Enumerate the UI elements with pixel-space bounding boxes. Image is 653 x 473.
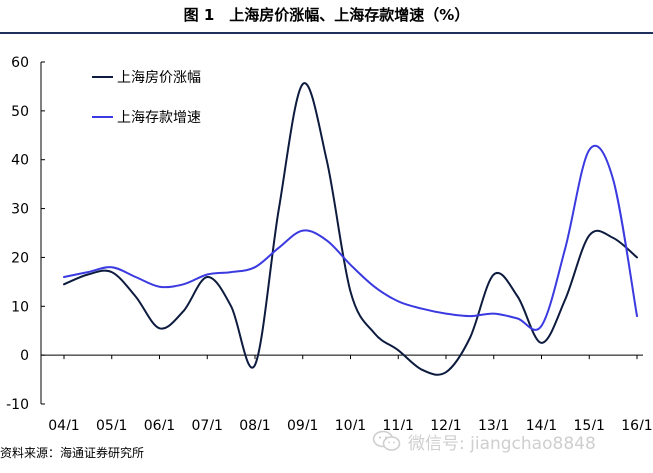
y-tick-label: -10 xyxy=(6,397,29,413)
x-tick-label: 06/1 xyxy=(144,418,175,430)
legend-label: 上海房价涨幅 xyxy=(117,70,201,86)
chart-title: 图 1 上海房价涨幅、上海存款增速（%） xyxy=(183,6,470,24)
y-tick-label: 40 xyxy=(11,153,29,169)
x-tick-label: 15/1 xyxy=(574,418,605,430)
house-price-growth-line xyxy=(63,82,638,376)
watermark: 微信号: jiangchao8848 xyxy=(372,429,596,454)
watermark-text: 微信号: jiangchao8848 xyxy=(408,433,596,454)
legend-label: 上海存款增速 xyxy=(117,110,201,126)
source-note: 资料来源：海通证券研究所 xyxy=(0,446,145,460)
x-tick-label: 12/1 xyxy=(430,418,461,430)
y-tick-label: 50 xyxy=(11,104,29,120)
series-lines xyxy=(63,82,638,376)
x-tick-label: 14/1 xyxy=(526,418,557,430)
y-tick-label: 30 xyxy=(11,202,29,218)
legend-item-deposit: 上海存款增速 xyxy=(92,110,201,126)
line-chart: 60 50 40 30 20 10 0 -10 04/1 05/1 06/1 07/1 08/1 09/1… xyxy=(6,55,653,430)
y-tick-label: 0 xyxy=(20,348,29,364)
x-tick-label: 08/1 xyxy=(239,418,270,430)
y-tick-label: 10 xyxy=(11,299,29,315)
title-divider xyxy=(0,32,653,34)
y-tick-label: 20 xyxy=(11,250,29,266)
x-tick-label: 10/1 xyxy=(335,418,366,430)
x-tick-label: 09/1 xyxy=(287,418,318,430)
x-tick-label: 04/1 xyxy=(48,418,79,430)
x-tick-label: 05/1 xyxy=(96,418,127,430)
axes: 60 50 40 30 20 10 0 -10 04/1 05/1 06/1 07/1 08/1 09/1… xyxy=(6,55,653,430)
deposit-growth-line xyxy=(63,144,638,331)
x-tick-label: 07/1 xyxy=(192,418,223,430)
x-tick-label: 16/1 xyxy=(621,418,652,430)
legend-item-house-price: 上海房价涨幅 xyxy=(92,70,201,86)
wechat-icon xyxy=(372,430,401,451)
x-tick-label: 13/1 xyxy=(478,418,509,430)
x-tick-label: 11/1 xyxy=(383,418,414,430)
y-tick-label: 60 xyxy=(11,55,29,71)
